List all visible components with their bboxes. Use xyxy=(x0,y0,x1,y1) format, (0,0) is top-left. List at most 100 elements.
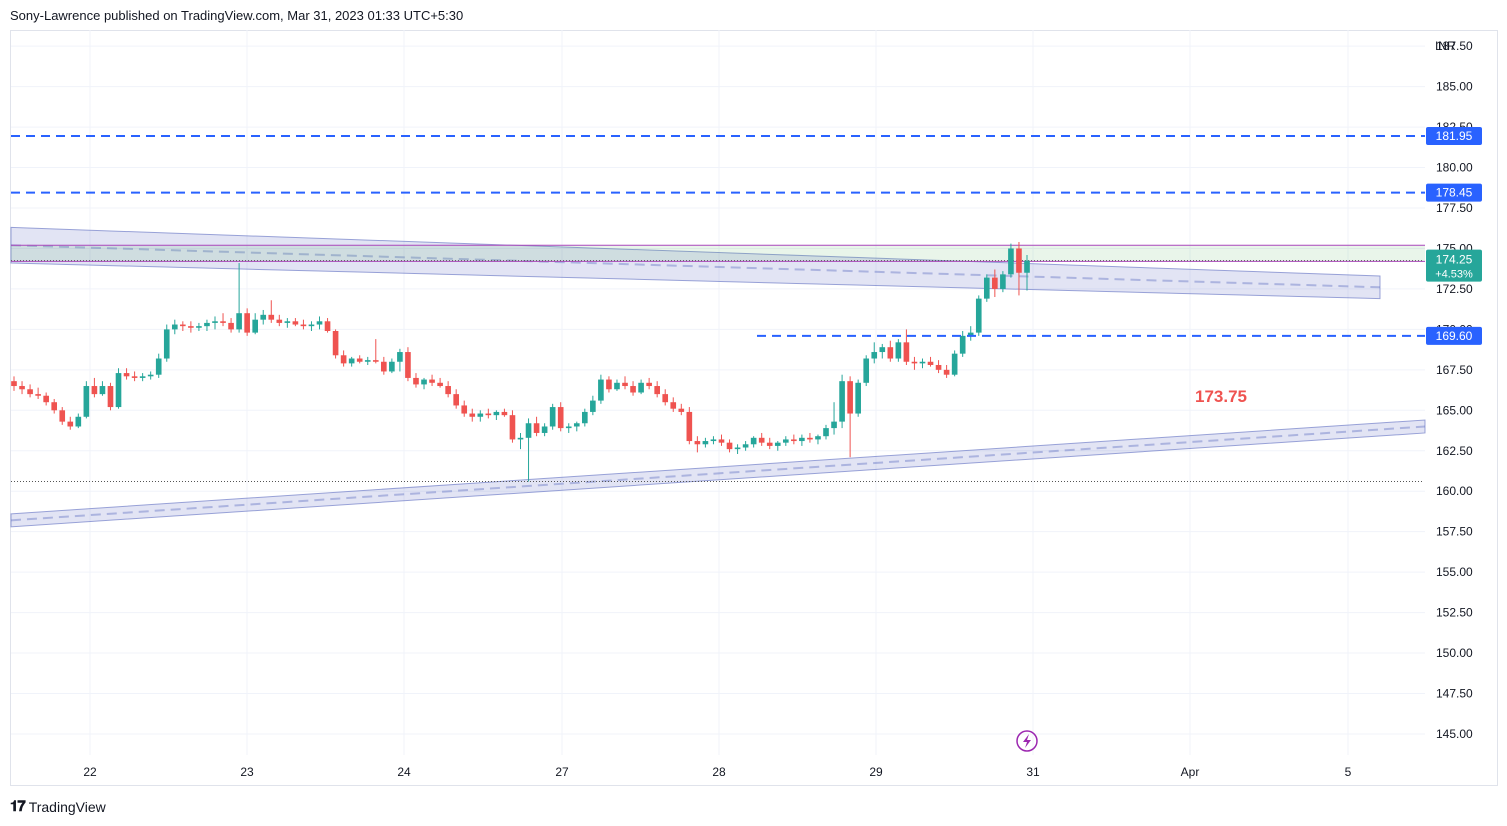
tradingview-brand[interactable]: 𝟏𝟕 TradingView xyxy=(10,798,106,815)
candle-body xyxy=(155,358,162,375)
y-tick-label: 160.00 xyxy=(1436,484,1473,498)
candle-body xyxy=(895,342,902,359)
candle xyxy=(710,436,717,445)
candle-body xyxy=(445,386,451,395)
candle-body xyxy=(372,360,379,362)
candle xyxy=(220,313,226,327)
y-tick-label: 185.00 xyxy=(1436,80,1473,94)
candle xyxy=(678,403,685,416)
candle xyxy=(622,376,628,390)
candle-body xyxy=(863,358,870,383)
candle-body xyxy=(35,394,41,396)
candle xyxy=(975,295,982,336)
candle-body xyxy=(276,319,283,323)
x-tick-label: 28 xyxy=(712,765,726,779)
candle xyxy=(951,350,958,377)
candle xyxy=(541,423,548,437)
x-tick-label: 24 xyxy=(397,765,411,779)
x-tick-label: 22 xyxy=(83,765,97,779)
candle-body xyxy=(847,381,853,414)
candle-body xyxy=(437,382,443,387)
candle xyxy=(879,343,886,359)
last-price-label: 174.25 +4.53% xyxy=(1426,249,1482,282)
candle-body xyxy=(107,386,114,408)
candle xyxy=(1016,241,1022,296)
candle xyxy=(670,397,677,412)
candle-body xyxy=(123,373,130,377)
candle-body xyxy=(364,360,371,362)
candle xyxy=(791,434,797,445)
candle-body xyxy=(670,402,677,409)
candle xyxy=(340,350,347,367)
y-tick-label: 167.50 xyxy=(1436,363,1473,377)
candle-body xyxy=(959,335,966,354)
candle xyxy=(99,381,106,396)
last-price-value: 174.25 xyxy=(1436,253,1473,267)
candle xyxy=(364,356,371,365)
candle-body xyxy=(1008,248,1014,275)
candle xyxy=(413,373,419,388)
levels xyxy=(11,134,1425,337)
resistance-zone xyxy=(11,245,1425,262)
candle xyxy=(501,408,508,417)
candle xyxy=(83,381,90,419)
candle-body xyxy=(935,364,942,370)
candle xyxy=(855,379,861,417)
candle-body xyxy=(204,322,210,327)
candle-body xyxy=(565,426,572,429)
candle xyxy=(606,376,612,393)
candle xyxy=(147,371,154,380)
candle xyxy=(992,269,998,298)
candle-body xyxy=(461,405,468,414)
candle-body xyxy=(678,408,685,412)
candle-body xyxy=(324,321,331,332)
candle xyxy=(967,326,974,341)
candle xyxy=(67,416,74,430)
candle-body xyxy=(316,321,323,325)
candle xyxy=(131,371,138,382)
candle xyxy=(646,377,652,390)
candle xyxy=(742,441,749,451)
candle xyxy=(268,300,275,323)
y-tick-label: 157.50 xyxy=(1436,525,1473,539)
candle xyxy=(260,309,267,325)
price-axis: 187.50185.00182.50180.00177.50175.00172.… xyxy=(1426,39,1482,741)
candle-body xyxy=(252,319,259,333)
candle xyxy=(662,389,669,406)
candle xyxy=(517,432,524,450)
candle xyxy=(429,374,435,387)
candle-body xyxy=(943,369,950,375)
candle-body xyxy=(332,331,339,356)
candle-body xyxy=(212,321,218,323)
candle xyxy=(557,402,564,432)
candle xyxy=(469,408,476,422)
candle-body xyxy=(782,439,789,443)
level-price-value: 181.95 xyxy=(1436,129,1473,143)
candle xyxy=(750,436,757,448)
candle xyxy=(276,314,283,327)
chart-frame xyxy=(10,30,1498,786)
candle xyxy=(445,381,451,398)
y-tick-label: 150.00 xyxy=(1436,646,1473,660)
candle-body xyxy=(284,321,291,323)
candle-body xyxy=(799,437,805,442)
level-price-label: 178.45 xyxy=(1426,183,1482,202)
candle-body xyxy=(381,361,387,372)
lightning-icon[interactable] xyxy=(1016,730,1038,752)
candle xyxy=(163,324,170,362)
candle xyxy=(308,321,315,332)
candle-body xyxy=(903,342,910,362)
y-tick-label: 152.50 xyxy=(1436,606,1473,620)
candle xyxy=(485,408,492,419)
candle-body xyxy=(389,361,395,372)
candle xyxy=(911,356,918,370)
candle-body xyxy=(260,314,267,320)
candle-body xyxy=(196,326,202,328)
candle xyxy=(943,364,950,378)
candle-body xyxy=(549,407,556,427)
candle-body xyxy=(340,355,347,364)
candle xyxy=(718,434,725,446)
candle-body xyxy=(582,411,588,424)
candle-body xyxy=(236,313,242,330)
